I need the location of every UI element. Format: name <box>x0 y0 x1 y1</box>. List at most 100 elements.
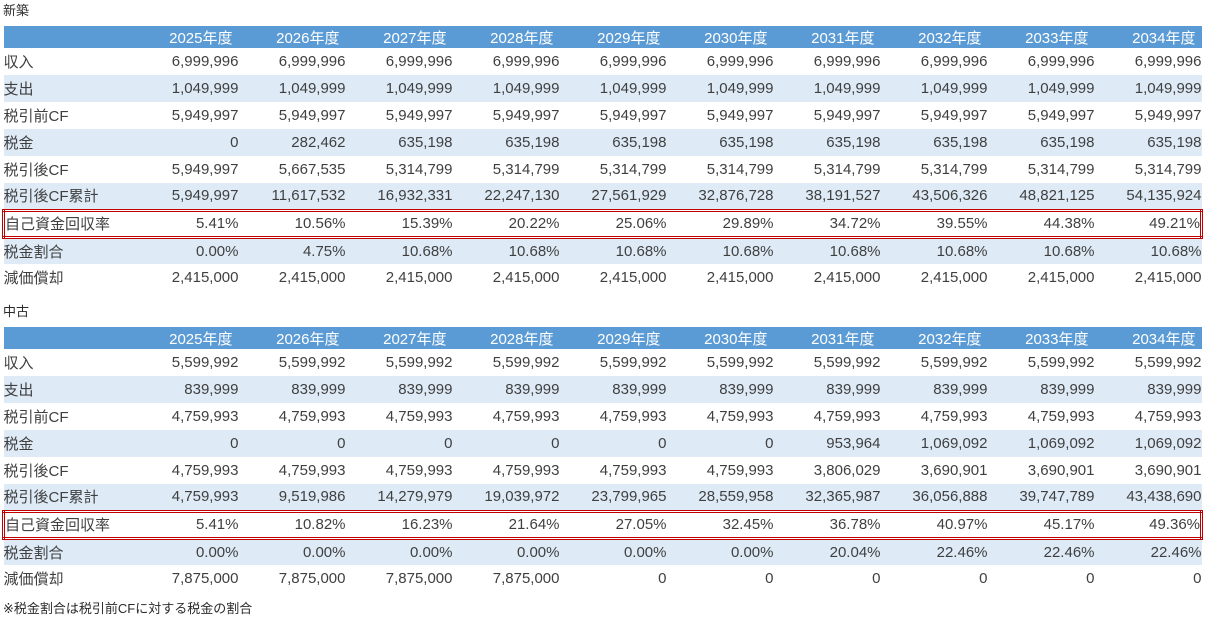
cell-value: 5,314,799 <box>1134 161 1202 178</box>
column-header-year: 2032年度 <box>880 26 988 48</box>
cell-value: 39,747,789 <box>987 484 1095 511</box>
cell-value: 635,198 <box>1094 129 1202 156</box>
cell-value: 635,198 <box>559 129 667 156</box>
cell-value: 5,949,997 <box>1027 107 1095 124</box>
header-row: 2025年度 2026年度 2027年度 2028年度 2029年度 2030年度 2031… <box>3 327 1202 349</box>
row-label: 税金割合 <box>3 538 132 565</box>
cell-value: 49.36% <box>1094 509 1203 540</box>
cell-value: 1,049,999 <box>666 75 774 102</box>
cell-value: 5.41% <box>131 509 239 540</box>
cell-value: 49.21% <box>1094 208 1203 239</box>
cell-value: 6,999,996 <box>492 53 560 70</box>
column-header-year: 2034年度 <box>1094 26 1202 48</box>
cell-value: 43,438,690 <box>1094 484 1202 511</box>
column-header-year: 2031年度 <box>773 26 881 48</box>
column-header-year: 2025年度 <box>131 327 239 349</box>
cell-value: 21.64% <box>452 509 560 540</box>
cell-value: 10.68% <box>880 237 988 264</box>
cell-value: 36,056,888 <box>880 484 988 511</box>
cell-value: 2,415,000 <box>492 269 560 286</box>
cell-value: 2,415,000 <box>171 269 239 286</box>
cell-value: 0 <box>345 430 453 457</box>
cell-value: 3,690,901 <box>1134 462 1202 479</box>
cell-value: 0 <box>238 430 346 457</box>
cell-value: 10.68% <box>452 237 560 264</box>
table-row: 税引後CF 5,949,997 5,667,535 5,314,799 5,314,79… <box>4 156 1202 183</box>
cashflow-table-chuko: 2025年度 2026年度 2027年度 2028年度 2029年度 2030年度 2031… <box>2 327 1203 592</box>
row-label: 税金 <box>3 430 132 457</box>
column-header-year: 2033年度 <box>987 327 1095 349</box>
cell-value: 635,198 <box>880 129 988 156</box>
cell-value: 4,759,993 <box>920 408 988 425</box>
cell-value: 5,314,799 <box>920 161 988 178</box>
table-title-chuko: 中古 <box>3 304 30 319</box>
cell-value: 0.00% <box>559 538 667 565</box>
cell-value: 1,049,999 <box>773 75 881 102</box>
highlighted-table-row: 自己資金回収率 5.41% 10.82% 16.23% 21.64% 27.05% 32.4… <box>2 509 1203 540</box>
cell-value: 6,999,996 <box>813 53 881 70</box>
row-label: 税引後CF累計 <box>3 484 132 511</box>
column-header-year: 2028年度 <box>452 327 560 349</box>
column-header-year: 2028年度 <box>452 26 560 48</box>
section-chuko: 中古 2025年度 2026年度 2027年度 2028年度 2029年度 2030年度 2… <box>2 304 1205 592</box>
cell-value: 4,759,993 <box>599 462 667 479</box>
cell-value: 0 <box>666 430 774 457</box>
cell-value: 4,759,993 <box>385 462 453 479</box>
cell-value: 2,415,000 <box>599 269 667 286</box>
cell-value: 6,999,996 <box>278 53 346 70</box>
column-header-year: 2027年度 <box>345 26 453 48</box>
row-label: 自己資金回収率 <box>2 509 132 540</box>
cell-value: 5,314,799 <box>1027 161 1095 178</box>
cell-value: 953,964 <box>773 430 881 457</box>
cell-value: 0.00% <box>666 538 774 565</box>
cell-value: 45.17% <box>987 509 1095 540</box>
cell-value: 1,049,999 <box>345 75 453 102</box>
cell-value: 839,999 <box>345 376 453 403</box>
cell-value: 282,462 <box>238 129 346 156</box>
cell-value: 5,599,992 <box>171 354 239 371</box>
row-label: 税引後CF累計 <box>3 183 132 210</box>
cell-value: 0.00% <box>238 538 346 565</box>
cell-value: 11,617,532 <box>238 183 346 210</box>
cell-value: 635,198 <box>666 129 774 156</box>
cell-value: 5,949,997 <box>813 107 881 124</box>
cell-value: 4,759,993 <box>706 408 774 425</box>
table-row: 税金 0 0 0 0 0 0 953,964 1,069,092 1,069,092 1,069,0… <box>3 430 1202 457</box>
cell-value: 22,247,130 <box>452 183 560 210</box>
cell-value: 44.38% <box>987 208 1095 239</box>
row-label: 減価償却 <box>3 270 64 287</box>
cell-value: 4,759,993 <box>599 408 667 425</box>
column-header-year: 2025年度 <box>131 26 239 48</box>
cell-value: 5,949,997 <box>492 107 560 124</box>
cell-value: 4,759,993 <box>171 462 239 479</box>
column-header-year: 2030年度 <box>666 26 774 48</box>
cell-value: 2,415,000 <box>920 269 988 286</box>
cashflow-table-shinchiku: 2025年度 2026年度 2027年度 2028年度 2029年度 2030年度 2031… <box>2 26 1203 291</box>
cell-value: 10.68% <box>666 237 774 264</box>
cell-value: 38,191,527 <box>773 183 881 210</box>
header-row: 2025年度 2026年度 2027年度 2028年度 2029年度 2030年度 2031… <box>3 26 1202 48</box>
cell-value: 9,519,986 <box>238 484 346 511</box>
table-row: 税引後CF 4,759,993 4,759,993 4,759,993 4,759,99… <box>4 457 1202 484</box>
cell-value: 839,999 <box>987 376 1095 403</box>
cell-value: 5,949,997 <box>131 183 239 210</box>
table-row: 収入 5,599,992 5,599,992 5,599,992 5,599,992 5,… <box>4 349 1202 376</box>
cell-value: 54,135,924 <box>1094 183 1202 210</box>
cell-value: 5,949,997 <box>1134 107 1202 124</box>
row-label: 税引前CF <box>3 409 69 426</box>
row-label: 支出 <box>3 75 132 102</box>
table-row: 税金 0 282,462 635,198 635,198 635,198 635,198 63… <box>3 129 1202 156</box>
cell-value: 5,599,992 <box>813 354 881 371</box>
column-header-year: 2029年度 <box>559 26 667 48</box>
cell-value: 635,198 <box>345 129 453 156</box>
cell-value: 5,949,997 <box>385 107 453 124</box>
table-row: 税引前CF 5,949,997 5,949,997 5,949,997 5,949,99… <box>4 102 1202 129</box>
column-header-year: 2026年度 <box>238 26 346 48</box>
cell-value: 28,559,958 <box>666 484 774 511</box>
cell-value: 6,999,996 <box>385 53 453 70</box>
cell-value: 5,949,997 <box>278 107 346 124</box>
cell-value: 0 <box>872 570 881 587</box>
cell-value: 14,279,979 <box>345 484 453 511</box>
table-row: 減価償却 2,415,000 2,415,000 2,415,000 2,415,000… <box>4 264 1202 291</box>
column-header-year: 2029年度 <box>559 327 667 349</box>
